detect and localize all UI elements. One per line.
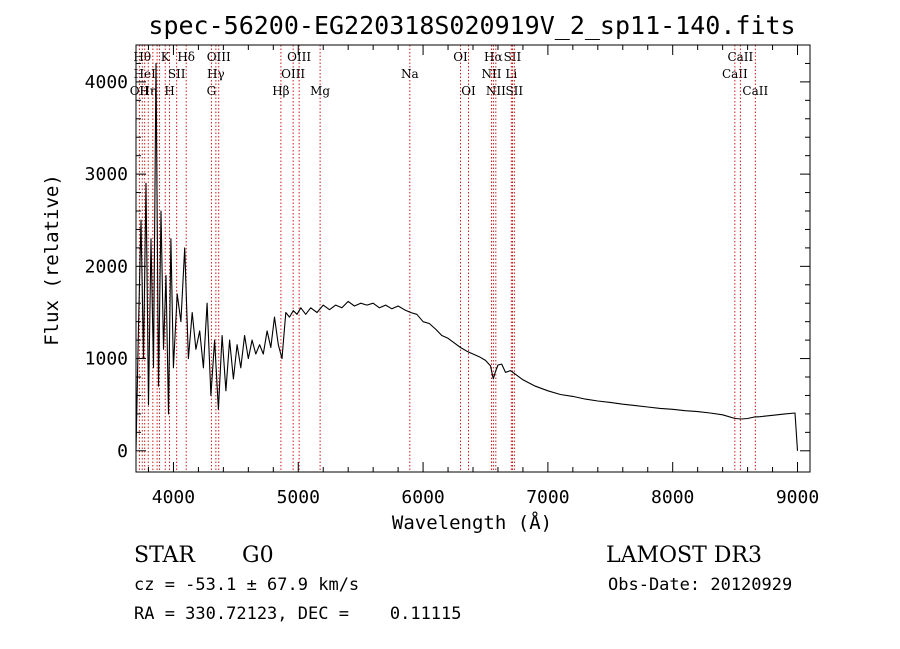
x-tick-label: 5000 <box>277 487 320 508</box>
emission-line-label: Li <box>505 67 517 81</box>
y-tick-label: 1000 <box>85 349 128 370</box>
x-tick-label: 6000 <box>401 487 444 508</box>
x-tick-label: 7000 <box>526 487 569 508</box>
x-tick-label: 4000 <box>152 487 195 508</box>
survey-name: LAMOST DR3 <box>606 543 762 568</box>
emission-line-label: Na <box>401 67 419 81</box>
emission-line-label: HeI <box>134 67 157 81</box>
emission-line-label: CaII <box>722 67 748 81</box>
object-class: STAR <box>134 543 196 568</box>
emission-line-label: Hθ <box>133 50 151 64</box>
y-tick-label: 3000 <box>85 164 128 185</box>
emission-line-label: H <box>164 84 174 98</box>
emission-line-label: G <box>207 84 217 98</box>
emission-line-label: Hβ <box>272 84 289 98</box>
plot-area: OIIHθHeIHηKHSIIHδGHγOIIIHβOIIIOIIIMgNaOI… <box>85 44 819 508</box>
emission-line-label: OIII <box>281 67 305 81</box>
emission-line-label: Mg <box>310 84 330 98</box>
y-tick-label: 4000 <box>85 72 128 93</box>
y-tick-label: 2000 <box>85 256 128 277</box>
emission-line-label: NII <box>486 84 506 98</box>
emission-line-label: SII <box>504 50 522 64</box>
emission-line-label: CaII <box>742 84 768 98</box>
emission-line-label: CaII <box>727 50 753 64</box>
x-tick-label: 9000 <box>776 487 819 508</box>
emission-line-label: Hα <box>484 50 503 64</box>
emission-line-label: SII <box>505 84 523 98</box>
emission-line-label: Hη <box>139 84 157 98</box>
y-axis-label: Flux (relative) <box>41 174 63 346</box>
emission-line-label: OIII <box>207 50 231 64</box>
emission-line-label: K <box>161 50 171 64</box>
axes-frame <box>135 44 811 473</box>
x-axis-label: Wavelength (Å) <box>392 511 552 534</box>
emission-line-label: OI <box>453 50 468 64</box>
emission-line-label: Hδ <box>177 50 195 64</box>
x-tick-label: 8000 <box>651 487 694 508</box>
ra-dec-coords: RA = 330.72123, DEC = 0.11115 <box>134 604 462 624</box>
y-tick-label: 0 <box>117 441 128 462</box>
chart-title: spec-56200-EG220318S020919V_2_sp11-140.f… <box>148 11 795 40</box>
object-subclass: G0 <box>242 543 274 568</box>
redshift-cz: cz = -53.1 ± 67.9 km/s <box>134 575 359 595</box>
emission-line-label: OIII <box>287 50 311 64</box>
emission-line-label: Hγ <box>207 67 225 81</box>
spectrum-line <box>135 62 799 451</box>
emission-line-label: NII <box>481 67 501 81</box>
emission-line-label: SII <box>168 67 186 81</box>
obs-date: Obs-Date: 20120929 <box>608 575 792 595</box>
emission-line-label: OI <box>461 84 476 98</box>
